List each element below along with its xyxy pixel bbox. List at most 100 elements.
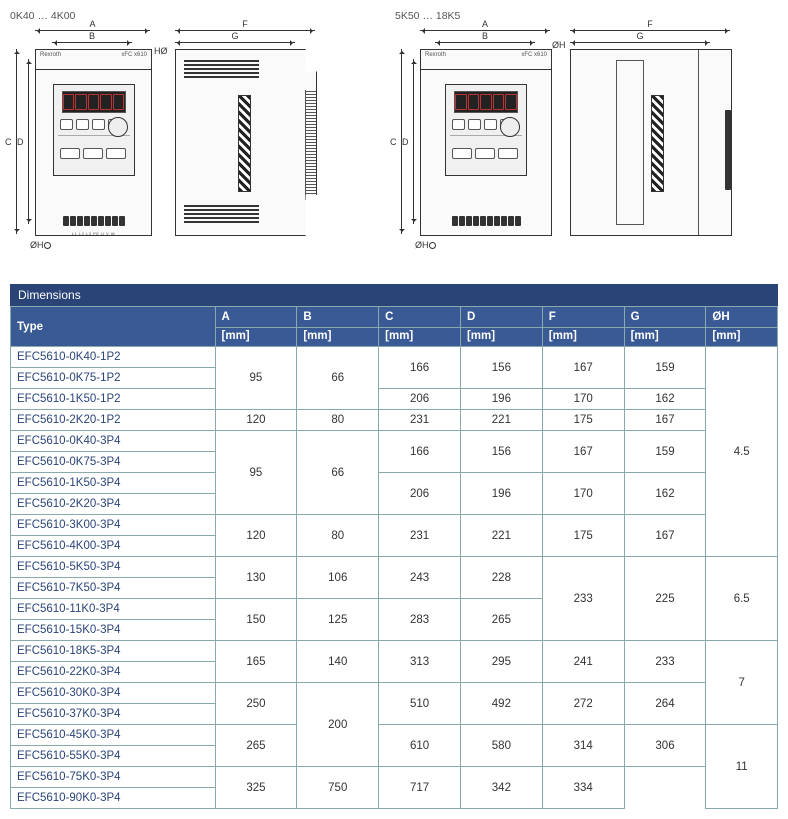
brand-1: Rexroth: [40, 52, 61, 67]
type-cell: EFC5610-11K0-3P4: [11, 599, 216, 620]
b-cell: 106: [297, 557, 379, 599]
f-cell: 175: [542, 410, 624, 431]
type-cell: EFC5610-37K0-3P4: [11, 704, 216, 725]
d-cell: 221: [460, 410, 542, 431]
g-cell: 159: [624, 347, 706, 389]
dim-d: D: [17, 137, 24, 147]
b-cell: 140: [297, 641, 379, 683]
terminal-label-1: L1 L2 L3 PE U V W: [42, 231, 145, 236]
th-g: G: [624, 307, 706, 328]
dim-a: A: [89, 19, 95, 29]
type-cell: EFC5610-1K50-1P2: [11, 389, 216, 410]
f-cell: 167: [542, 347, 624, 389]
g-cell: 306: [624, 725, 706, 767]
table-row: EFC5610-3K00-3P412080231221175167: [11, 515, 778, 536]
a-cell: 150: [215, 599, 297, 641]
f-cell: 272: [542, 683, 624, 725]
unit-g: [mm]: [624, 328, 706, 347]
g-cell: 233: [624, 641, 706, 683]
a-cell: 325: [215, 767, 297, 809]
type-cell: EFC5610-15K0-3P4: [11, 620, 216, 641]
d-cell: 265: [460, 599, 542, 641]
type-cell: EFC5610-3K00-3P4: [11, 515, 216, 536]
display-unit-1: [53, 84, 135, 176]
table-title: Dimensions: [10, 284, 778, 306]
diagram-group-large: 5K50 … 18K5 A B C D ØH ØH RexrothxFC x61…: [395, 10, 740, 254]
type-cell: EFC5610-75K0-3P4: [11, 767, 216, 788]
g-cell: 167: [624, 515, 706, 557]
c-cell: 243: [379, 557, 461, 599]
unit-c: [mm]: [379, 328, 461, 347]
a-cell: 120: [215, 515, 297, 557]
type-cell: EFC5610-2K20-3P4: [11, 494, 216, 515]
th-f: F: [542, 307, 624, 328]
dim-d2: D: [402, 137, 409, 147]
a-cell: 250: [215, 683, 297, 725]
table-row: EFC5610-18K5-3P41651403132952412337: [11, 641, 778, 662]
d-cell: 156: [460, 431, 542, 473]
diagram-group-small: 0K40 … 4K00 A B C D HØ ØH RexrothxFC x61…: [10, 10, 335, 254]
f-cell: 170: [542, 473, 624, 515]
b-cell: 125: [297, 599, 379, 641]
d-cell: 156: [460, 347, 542, 389]
table-row: EFC5610-2K20-1P212080231221175167: [11, 410, 778, 431]
type-cell: EFC5610-45K0-3P4: [11, 725, 216, 746]
table-row: EFC5610-75K0-3P4325750717342334: [11, 767, 778, 788]
f-cell: 241: [542, 641, 624, 683]
type-cell: EFC5610-7K50-3P4: [11, 578, 216, 599]
dim-f2: F: [647, 19, 653, 29]
oh-mark-2t: ØH: [552, 40, 566, 50]
table-row: EFC5610-30K0-3P4250200510492272264: [11, 683, 778, 704]
f-cell: 314: [542, 725, 624, 767]
dim-f: F: [242, 19, 248, 29]
b-cell: 66: [297, 431, 379, 515]
type-cell: EFC5610-22K0-3P4: [11, 662, 216, 683]
type-cell: EFC5610-55K0-3P4: [11, 746, 216, 767]
type-cell: EFC5610-4K00-3P4: [11, 536, 216, 557]
dimensions-table: Type A B C D F G ØH [mm] [mm] [mm] [mm] …: [10, 306, 778, 809]
b-cell: 80: [297, 515, 379, 557]
th-a: A: [215, 307, 297, 328]
unit-a: [mm]: [215, 328, 297, 347]
model-1: xFC x610: [121, 52, 147, 67]
table-row: EFC5610-0K40-3P49566166156167159: [11, 431, 778, 452]
g-cell: 162: [624, 389, 706, 410]
c-cell: 610: [379, 725, 461, 767]
a-cell: 265: [215, 725, 297, 767]
d-cell: 196: [460, 473, 542, 515]
th-oh: ØH: [706, 307, 778, 328]
f-cell: 342: [460, 767, 542, 809]
d-cell: 228: [460, 557, 542, 599]
g-cell: 334: [542, 767, 624, 809]
a-cell: 95: [215, 347, 297, 410]
type-cell: EFC5610-1K50-3P4: [11, 473, 216, 494]
dim-a2: A: [482, 19, 488, 29]
oh-cell: 4.5: [706, 347, 778, 557]
th-type: Type: [11, 307, 216, 347]
oh-mark-2b: ØH: [415, 240, 436, 250]
unit-oh: [mm]: [706, 328, 778, 347]
dim-g: G: [231, 31, 238, 41]
f-cell: 233: [542, 557, 624, 641]
diagram-section: 0K40 … 4K00 A B C D HØ ØH RexrothxFC x61…: [10, 10, 778, 254]
group2-label: 5K50 … 18K5: [395, 10, 740, 22]
type-cell: EFC5610-90K0-3P4: [11, 788, 216, 809]
c-cell: 206: [379, 389, 461, 410]
b-cell: 200: [297, 683, 379, 767]
type-cell: EFC5610-18K5-3P4: [11, 641, 216, 662]
a-cell: 120: [215, 410, 297, 431]
unit-d: [mm]: [460, 328, 542, 347]
oh-mark-1: ØH: [30, 240, 51, 250]
type-cell: EFC5610-0K75-1P2: [11, 368, 216, 389]
table-row: EFC5610-1K50-1P2206196170162: [11, 389, 778, 410]
model-2: xFC x610: [521, 52, 547, 67]
header-row-1: Type A B C D F G ØH: [11, 307, 778, 328]
dim-b2: B: [482, 31, 488, 41]
g-cell: 167: [624, 410, 706, 431]
f-cell: 170: [542, 389, 624, 410]
type-cell: EFC5610-0K40-1P2: [11, 347, 216, 368]
c-cell: 206: [379, 473, 461, 515]
dim-c2: C: [390, 137, 397, 147]
g-cell: 225: [624, 557, 706, 641]
table-row: EFC5610-5K50-3P41301062432282332256.5: [11, 557, 778, 578]
